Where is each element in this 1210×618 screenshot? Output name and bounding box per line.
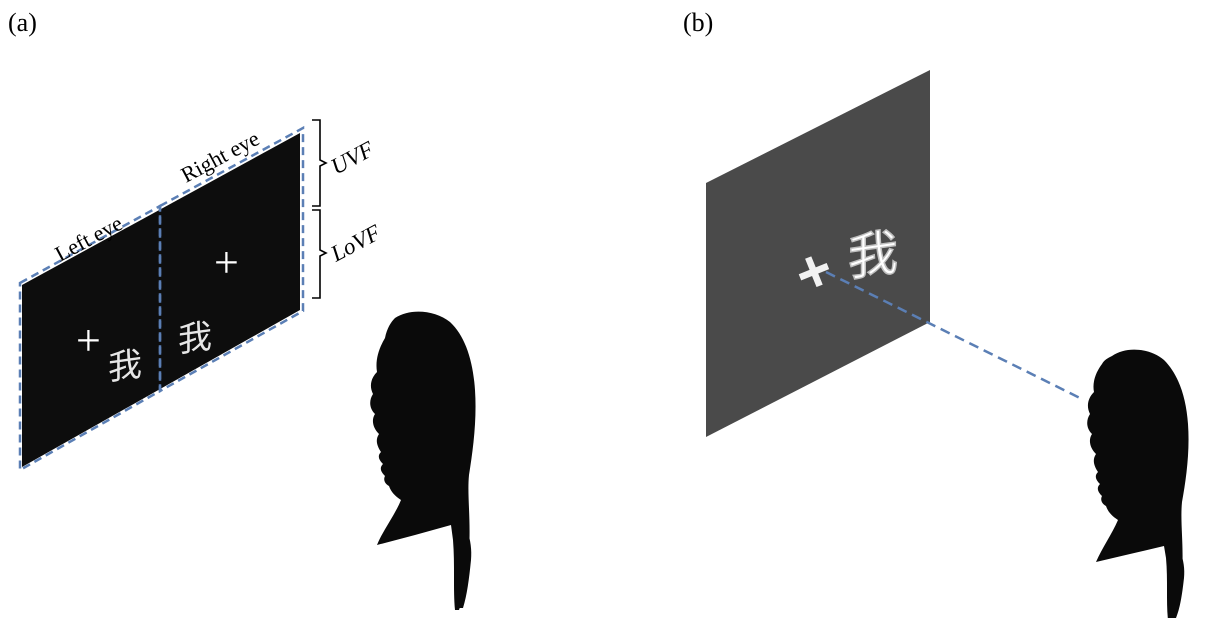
uvf-label: UVF (327, 136, 379, 180)
right-eye-region-outline (158, 125, 305, 394)
stimulus-character: 我 (848, 222, 898, 288)
panel-a: + + 我 我 Left eye Right eye UVF LoVF (18, 119, 476, 610)
panel-a-label: (a) (8, 8, 37, 37)
left-eye-fixation-cross: + (76, 316, 101, 365)
panel-b-label: (b) (683, 8, 714, 37)
panel-b: + 我 (706, 70, 1189, 618)
observer-silhouette-b (1087, 349, 1189, 618)
right-eye-fixation-cross: + (214, 238, 239, 287)
observer-silhouette-a (370, 311, 476, 610)
right-eye-character: 我 (178, 316, 212, 361)
left-eye-character: 我 (108, 344, 142, 389)
lovf-bracket (312, 209, 328, 299)
lovf-label: LoVF (326, 219, 386, 267)
display-screen (706, 70, 930, 437)
uvf-bracket (312, 119, 328, 207)
